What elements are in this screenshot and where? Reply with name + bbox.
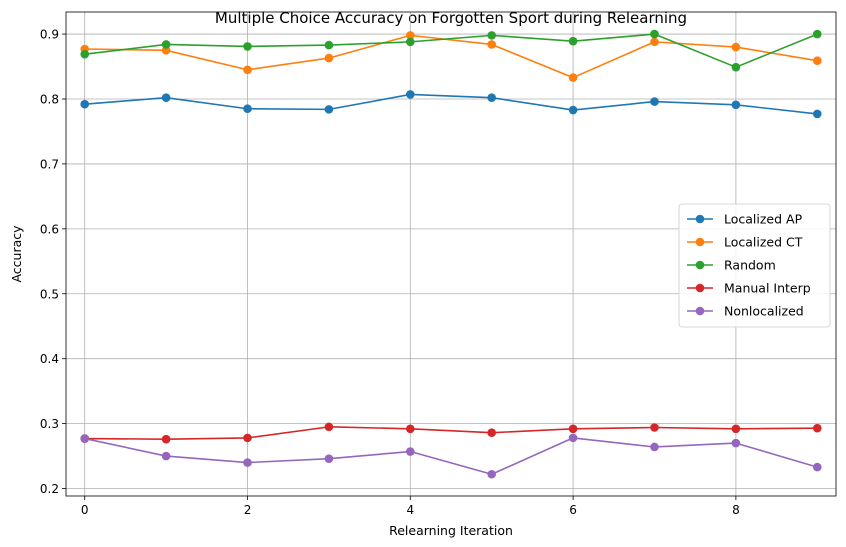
chart-title: Multiple Choice Accuracy on Forgotten Sp… xyxy=(215,9,687,27)
series-layer xyxy=(80,29,822,479)
data-point-random xyxy=(812,29,822,39)
data-point-manual-interp xyxy=(568,424,578,434)
series-line-nonlocalized xyxy=(84,437,818,476)
data-point-localized-ct xyxy=(487,40,496,49)
data-point-nonlocalized xyxy=(568,433,578,443)
series-localized-ct xyxy=(80,31,822,82)
legend-label: Random xyxy=(724,258,776,273)
x-tick-label: 4 xyxy=(406,503,414,517)
data-point-nonlocalized xyxy=(812,462,822,472)
data-point-random xyxy=(80,49,90,59)
plot-area-frame xyxy=(65,11,837,497)
legend-label: Manual Interp xyxy=(724,281,811,296)
data-point-localized-ct xyxy=(650,37,659,47)
data-point-localized-ap xyxy=(406,90,415,99)
y-tick-label: 0.2 xyxy=(40,482,59,496)
data-point-localized-ap xyxy=(487,93,496,102)
data-point-localized-ap xyxy=(568,105,578,115)
data-point-localized-ct xyxy=(731,42,741,52)
data-point-localized-ap xyxy=(731,100,741,110)
data-point-manual-interp xyxy=(731,424,741,434)
data-point-nonlocalized xyxy=(161,451,171,461)
data-point-nonlocalized xyxy=(731,438,741,448)
data-point-nonlocalized xyxy=(80,434,90,443)
legend-label: Nonlocalized xyxy=(724,304,804,319)
legend-item-nonlocalized: Nonlocalized xyxy=(687,304,804,319)
data-point-manual-interp xyxy=(487,428,496,438)
series-line-manual-interp xyxy=(84,426,818,440)
data-point-manual-interp xyxy=(406,424,415,434)
data-point-localized-ap xyxy=(80,99,90,109)
legend-label: Localized AP xyxy=(724,212,803,227)
data-point-random xyxy=(161,40,171,49)
axis-ticks: 0 2 4 6 8 0.2 0.3 0.4 0.5 0.6 0.7 0.8 0.9 xyxy=(40,28,740,517)
data-point-localized-ct xyxy=(812,56,822,65)
data-point-manual-interp xyxy=(650,423,659,432)
data-point-manual-interp xyxy=(161,434,171,444)
data-point-localized-ct xyxy=(324,53,334,63)
x-axis-label: Relearning Iteration xyxy=(389,523,513,538)
y-tick-label: 0.4 xyxy=(40,352,59,366)
legend-item-manual-interp: Manual Interp xyxy=(687,281,811,296)
legend-swatch-marker xyxy=(695,237,705,247)
x-tick-label: 2 xyxy=(244,503,252,517)
data-point-localized-ct xyxy=(568,73,578,82)
data-point-random xyxy=(324,40,334,50)
data-point-manual-interp xyxy=(243,433,252,443)
data-point-localized-ap xyxy=(161,93,171,102)
x-tick-label: 6 xyxy=(569,503,577,517)
data-point-localized-ct xyxy=(243,65,252,75)
x-tick-label: 8 xyxy=(732,503,740,517)
data-point-random xyxy=(243,42,252,51)
legend-item-random: Random xyxy=(687,258,776,273)
data-point-random xyxy=(406,37,415,47)
legend-swatch-marker xyxy=(695,214,705,224)
y-axis-label: Accuracy xyxy=(9,225,24,283)
grid xyxy=(66,12,836,496)
y-tick-label: 0.8 xyxy=(40,92,59,106)
data-point-nonlocalized xyxy=(406,447,415,456)
series-manual-interp xyxy=(80,422,822,444)
y-tick-label: 0.9 xyxy=(40,28,59,42)
data-point-localized-ap xyxy=(324,105,334,114)
data-point-localized-ct xyxy=(406,31,415,40)
series-nonlocalized xyxy=(80,433,822,479)
data-point-random xyxy=(731,62,741,72)
data-point-random xyxy=(487,31,496,40)
y-tick-label: 0.6 xyxy=(40,222,59,236)
series-line-localized-ap xyxy=(84,93,818,115)
legend-swatch-marker xyxy=(695,260,705,270)
data-point-nonlocalized xyxy=(324,454,334,463)
data-point-localized-ap xyxy=(650,97,659,106)
x-tick-label: 0 xyxy=(81,503,89,517)
series-line-random xyxy=(84,33,818,68)
legend-item-localized-ap: Localized AP xyxy=(687,212,803,227)
data-point-localized-ap xyxy=(812,109,822,119)
data-point-manual-interp xyxy=(812,423,822,433)
data-point-nonlocalized xyxy=(650,442,659,452)
series-localized-ap xyxy=(80,90,822,119)
data-point-random xyxy=(568,36,578,46)
series-line-localized-ct xyxy=(84,34,818,79)
data-point-nonlocalized xyxy=(487,469,496,479)
data-point-nonlocalized xyxy=(243,458,252,467)
y-tick-label: 0.5 xyxy=(40,287,59,301)
data-point-manual-interp xyxy=(324,422,334,432)
y-tick-label: 0.3 xyxy=(40,417,59,431)
legend-swatch-marker xyxy=(695,283,705,293)
legend-item-localized-ct: Localized CT xyxy=(687,235,803,250)
y-tick-label: 0.7 xyxy=(40,157,59,171)
series-random xyxy=(80,29,822,72)
data-point-random xyxy=(650,29,659,39)
legend-frame xyxy=(678,203,831,328)
legend-swatch-marker xyxy=(695,306,705,316)
data-point-localized-ap xyxy=(243,104,252,114)
legend-label: Localized CT xyxy=(724,235,803,250)
legend: Localized AP Localized CT Random Manual Int… xyxy=(678,203,831,328)
